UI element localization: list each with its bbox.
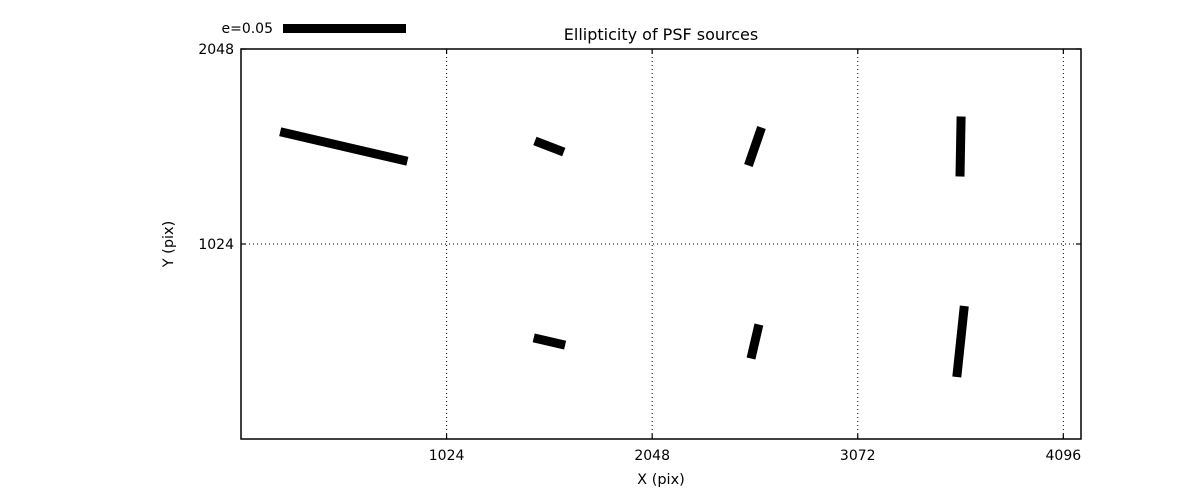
psf-whisker	[279, 127, 409, 166]
tick-layer: 1024 2048 3072 4096 1024 2048	[198, 42, 1081, 464]
legend-label: e=0.05	[221, 21, 273, 37]
y-axis-label: Y (pix)	[161, 221, 177, 269]
x-tick-label: 3072	[840, 448, 876, 464]
y-tick-label: 2048	[198, 42, 234, 58]
x-tick-label: 2048	[634, 448, 670, 464]
plot-title: Ellipticity of PSF sources	[564, 25, 758, 44]
psf-whisker	[744, 126, 766, 167]
y-tick-label: 1024	[198, 237, 234, 253]
x-axis-label: X (pix)	[637, 472, 685, 488]
psf-whisker	[746, 323, 764, 360]
grid-layer	[241, 49, 1081, 439]
psf-whisker	[533, 136, 566, 157]
x-tick-label: 4096	[1046, 448, 1082, 464]
plot-border	[240, 48, 1082, 440]
whisker-layer	[279, 116, 969, 378]
psf-whisker	[952, 305, 969, 378]
x-tick-label: 1024	[429, 448, 465, 464]
psf-whisker	[532, 333, 567, 350]
psf-whisker	[955, 116, 966, 177]
